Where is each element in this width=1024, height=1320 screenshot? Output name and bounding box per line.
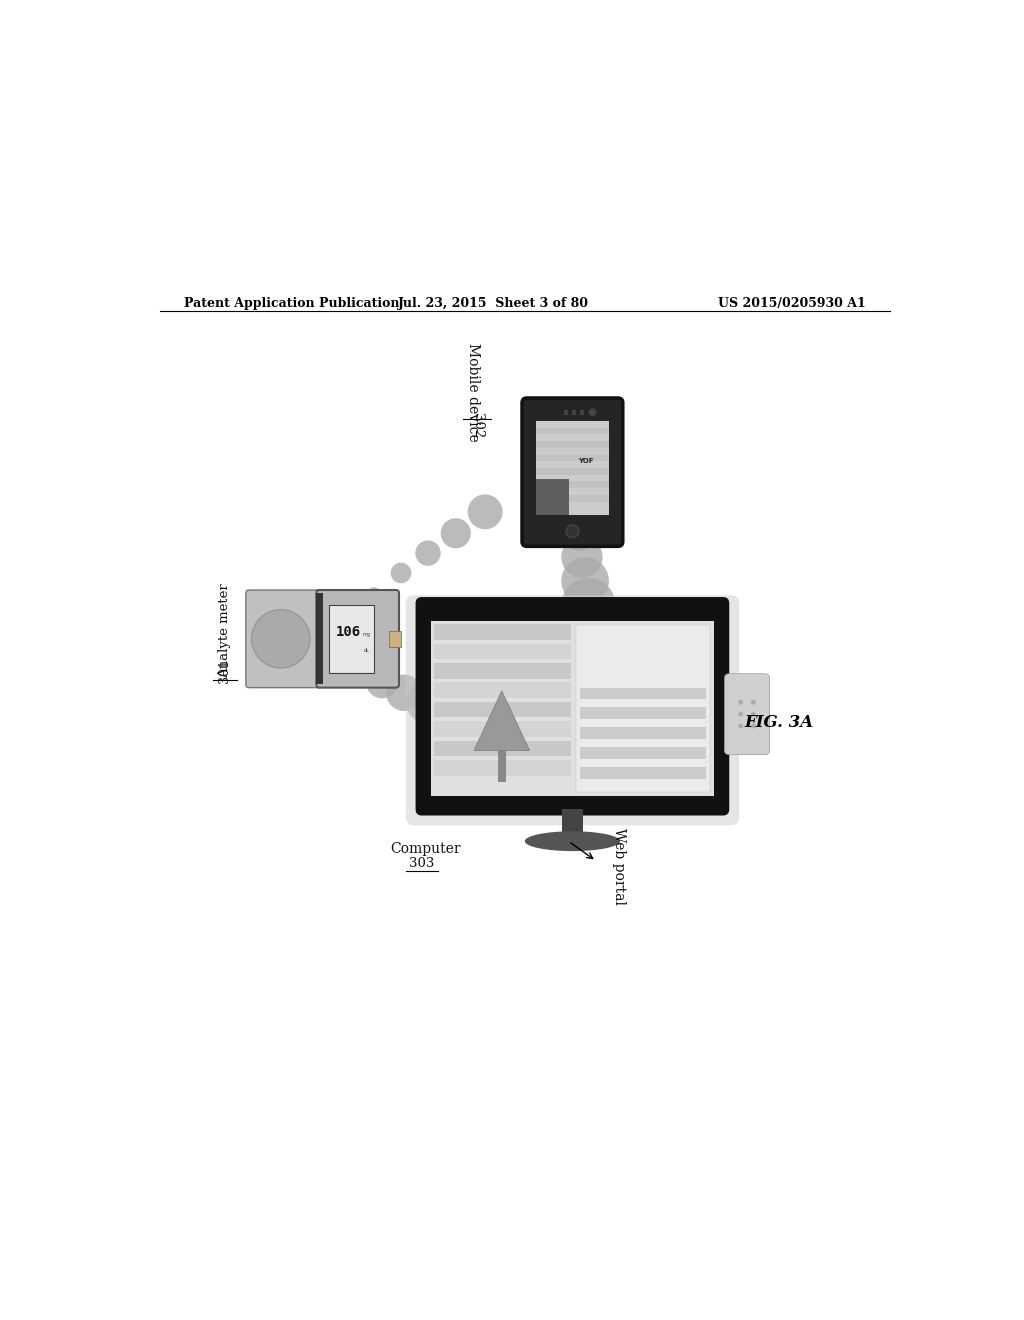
Circle shape — [440, 519, 471, 548]
Circle shape — [406, 681, 447, 723]
Bar — [564, 411, 568, 416]
Bar — [536, 428, 609, 434]
Bar — [536, 469, 609, 475]
Text: US 2015/0205930 A1: US 2015/0205930 A1 — [718, 297, 866, 310]
Circle shape — [416, 540, 440, 566]
Circle shape — [738, 711, 743, 717]
FancyBboxPatch shape — [406, 595, 739, 825]
Circle shape — [391, 562, 412, 583]
Text: Jul. 23, 2015  Sheet 3 of 80: Jul. 23, 2015 Sheet 3 of 80 — [397, 297, 589, 310]
Bar — [433, 663, 570, 678]
Bar — [581, 411, 585, 416]
Bar — [581, 688, 706, 700]
Bar — [536, 479, 568, 515]
Text: Web portal: Web portal — [612, 828, 626, 906]
Bar — [433, 760, 570, 776]
Bar — [581, 727, 706, 739]
Polygon shape — [474, 690, 529, 751]
Text: 301: 301 — [218, 659, 231, 682]
Bar — [389, 631, 401, 647]
Circle shape — [561, 557, 609, 605]
Bar — [572, 411, 577, 416]
Bar — [433, 624, 570, 640]
Circle shape — [566, 525, 579, 537]
Circle shape — [561, 578, 615, 632]
FancyBboxPatch shape — [316, 590, 399, 688]
Circle shape — [367, 667, 397, 698]
Bar — [562, 809, 583, 833]
Text: 303: 303 — [409, 857, 434, 870]
Bar — [581, 767, 706, 779]
Bar — [433, 644, 570, 660]
Bar — [431, 620, 714, 796]
FancyBboxPatch shape — [246, 590, 323, 688]
Circle shape — [348, 656, 377, 685]
Text: Analyte meter: Analyte meter — [218, 583, 231, 678]
Bar — [536, 495, 609, 502]
Bar — [498, 751, 506, 783]
Bar — [315, 593, 324, 685]
Text: Patent Application Publication: Patent Application Publication — [183, 297, 399, 310]
Bar — [433, 682, 570, 698]
Circle shape — [751, 723, 756, 729]
Circle shape — [751, 711, 756, 717]
Circle shape — [738, 700, 743, 705]
Text: YOF: YOF — [579, 458, 594, 463]
Bar — [433, 702, 570, 718]
Text: Computer: Computer — [390, 842, 461, 857]
Circle shape — [468, 495, 503, 529]
Text: dL: dL — [364, 648, 370, 653]
Bar — [536, 421, 609, 515]
Bar — [577, 624, 710, 792]
FancyBboxPatch shape — [522, 397, 623, 546]
Circle shape — [589, 408, 596, 416]
Bar — [536, 441, 609, 447]
Bar — [581, 747, 706, 759]
Circle shape — [425, 688, 471, 734]
Circle shape — [561, 516, 596, 550]
Circle shape — [561, 598, 622, 659]
Bar — [433, 741, 570, 756]
Circle shape — [252, 610, 310, 668]
Bar — [536, 454, 609, 461]
Circle shape — [367, 587, 381, 602]
Text: mg: mg — [362, 632, 371, 636]
Circle shape — [386, 675, 423, 711]
Bar — [536, 482, 609, 488]
Text: 302: 302 — [471, 413, 483, 438]
Text: FIG. 3A: FIG. 3A — [744, 714, 813, 731]
Text: Mobile device: Mobile device — [466, 343, 480, 442]
Bar — [581, 708, 706, 719]
Circle shape — [738, 723, 743, 729]
Circle shape — [561, 536, 602, 578]
Circle shape — [751, 700, 756, 705]
Bar — [329, 605, 375, 673]
FancyBboxPatch shape — [724, 673, 770, 755]
FancyBboxPatch shape — [418, 599, 727, 813]
Ellipse shape — [525, 832, 621, 851]
Circle shape — [346, 610, 354, 618]
Text: 106: 106 — [335, 624, 360, 639]
Bar — [433, 721, 570, 737]
